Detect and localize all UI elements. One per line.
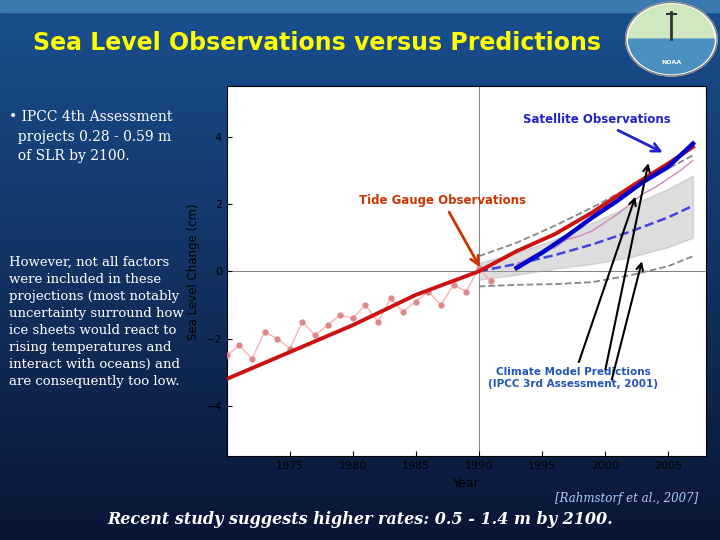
Text: However, not all factors
were included in these
projections (most notably
uncert: However, not all factors were included i… <box>9 255 184 388</box>
Text: NOAA: NOAA <box>661 60 682 65</box>
X-axis label: Year: Year <box>453 477 480 490</box>
Bar <box>0 0 720 12</box>
Text: • IPCC 4th Assessment
  projects 0.28 - 0.59 m
  of SLR by 2100.: • IPCC 4th Assessment projects 0.28 - 0.… <box>9 110 172 163</box>
Circle shape <box>626 2 717 76</box>
Text: Tide Gauge Observations: Tide Gauge Observations <box>359 194 526 265</box>
Text: [Rahmstorf et al., 2007]: [Rahmstorf et al., 2007] <box>555 492 698 505</box>
Text: Satellite Observations: Satellite Observations <box>523 113 670 151</box>
Text: Climate Model Predictions
(IPCC 3rd Assessment, 2001): Climate Model Predictions (IPCC 3rd Asse… <box>488 199 658 389</box>
Circle shape <box>629 5 714 73</box>
Y-axis label: Sea Level Change (cm): Sea Level Change (cm) <box>187 203 200 340</box>
Text: Sea Level Observations versus Predictions: Sea Level Observations versus Prediction… <box>33 31 600 55</box>
Text: Recent study suggests higher rates: 0.5 - 1.4 m by 2100.: Recent study suggests higher rates: 0.5 … <box>107 511 613 528</box>
Wedge shape <box>629 39 714 73</box>
